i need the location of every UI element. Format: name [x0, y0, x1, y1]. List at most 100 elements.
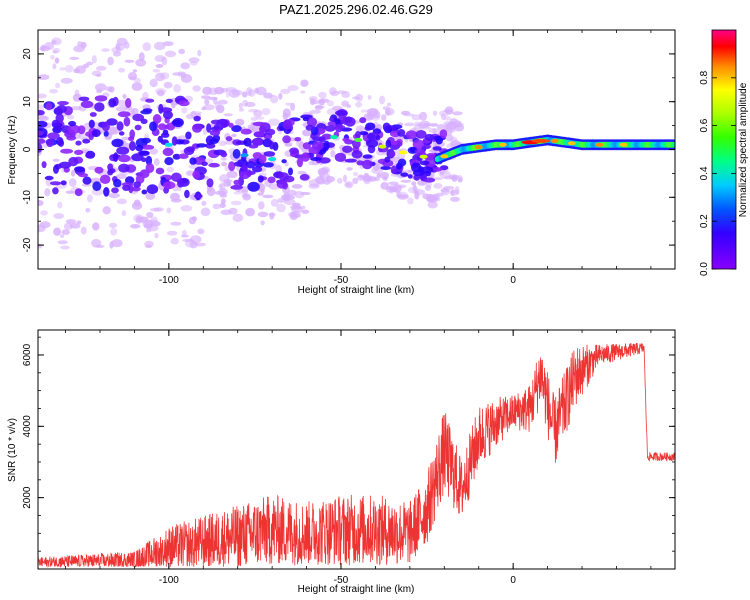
- heatmap-cell: [375, 135, 381, 141]
- heatmap-cell: [80, 100, 94, 109]
- heatmap-cell: [108, 222, 118, 229]
- y-tick-label: -10: [22, 190, 33, 205]
- heatmap-cell: [134, 124, 142, 131]
- heatmap-cell: [215, 101, 220, 111]
- heatmap-cell: [368, 108, 378, 114]
- heatmap-cell: [306, 117, 318, 127]
- heatmap-cell: [115, 173, 127, 179]
- heatmap-cell: [38, 93, 47, 99]
- heatmap-cell: [240, 153, 249, 158]
- heatmap-cell: [474, 145, 483, 150]
- heatmap-cell: [60, 245, 70, 250]
- heatmap-cell: [371, 114, 381, 121]
- spectrogram-ylabel: Frequency (Hz): [7, 116, 18, 185]
- heatmap-cell: [107, 163, 114, 172]
- heatmap-cell: [427, 194, 438, 203]
- heatmap-cell: [180, 62, 190, 70]
- heatmap-cell: [246, 169, 252, 177]
- heatmap-cell: [123, 116, 131, 127]
- heatmap-cell: [162, 41, 174, 47]
- heatmap-cell: [180, 205, 193, 212]
- heatmap-cell: [68, 120, 77, 127]
- heatmap-cell: [442, 186, 455, 190]
- heatmap-cell: [281, 194, 291, 201]
- heatmap-cell: [153, 207, 164, 212]
- heatmap-cell: [436, 124, 445, 130]
- heatmap-cell: [433, 183, 443, 189]
- heatmap-cell: [225, 90, 230, 98]
- heatmap-cell: [323, 179, 331, 185]
- heatmap-cell: [68, 156, 79, 167]
- colorbar-gradient: [711, 29, 737, 270]
- heatmap-cell: [129, 129, 135, 139]
- heatmap-cell: [166, 207, 172, 214]
- heatmap-cell: [244, 102, 256, 107]
- heatmap-cell: [59, 234, 65, 238]
- heatmap-cell: [432, 128, 437, 136]
- heatmap-cell: [160, 72, 170, 80]
- snr-panel: -100 -50 0 2000 4000 6000 Height of straight …: [7, 329, 676, 595]
- heatmap-cell: [38, 110, 45, 116]
- heatmap-cell: [152, 114, 162, 124]
- heatmap-cell: [238, 108, 245, 112]
- heatmap-cell: [52, 50, 58, 54]
- heatmap-cell: [152, 68, 161, 73]
- heatmap-cell: [240, 128, 252, 135]
- heatmap-cell: [280, 88, 291, 95]
- heatmap-cell: [65, 219, 77, 224]
- heatmap-cell: [115, 106, 128, 112]
- heatmap-cell: [49, 89, 58, 94]
- heatmap-cell: [297, 157, 303, 168]
- heatmap-cell: [127, 72, 138, 81]
- heatmap-cell: [47, 132, 60, 140]
- heatmap-cell: [192, 85, 201, 92]
- colorbar-tick-label: 0.2: [699, 214, 710, 228]
- heatmap-cell: [171, 102, 176, 109]
- heatmap-cell: [399, 150, 407, 155]
- heatmap-cell: [264, 128, 276, 136]
- heatmap-cell: [360, 109, 369, 113]
- heatmap-cell: [91, 129, 101, 138]
- heatmap-cell: [172, 153, 181, 160]
- heatmap-cell: [324, 125, 336, 132]
- heatmap-cell: [359, 131, 369, 136]
- heatmap-cell: [39, 221, 51, 229]
- heatmap-cell: [449, 118, 458, 124]
- y-tick-label: 6000: [22, 343, 33, 366]
- heatmap-cell: [379, 95, 386, 105]
- heatmap-cell: [247, 181, 260, 192]
- heatmap-cell: [300, 79, 309, 87]
- heatmap-cell: [145, 98, 155, 103]
- heatmap-cell: [117, 154, 131, 163]
- heatmap-cell: [80, 226, 87, 235]
- heatmap-cell: [278, 93, 283, 100]
- heatmap-cell: [178, 48, 186, 55]
- heatmap-cell: [153, 158, 160, 166]
- heatmap-cell: [49, 181, 62, 186]
- heatmap-cell: [82, 176, 92, 185]
- heatmap-cell: [38, 120, 48, 128]
- heatmap-cell: [278, 172, 289, 181]
- heatmap-cell: [204, 98, 210, 105]
- heatmap-cell: [389, 151, 396, 158]
- heatmap-cell: [78, 173, 89, 178]
- heatmap-cell: [363, 175, 372, 185]
- heatmap-cell: [310, 157, 322, 161]
- heatmap-cell: [392, 125, 398, 131]
- heatmap-cell: [82, 138, 91, 144]
- heatmap-cell: [197, 228, 205, 235]
- heatmap-cell: [85, 208, 91, 213]
- heatmap-cell: [421, 144, 431, 150]
- heatmap-cell: [357, 174, 365, 181]
- heatmap-cell: [91, 238, 102, 248]
- heatmap-cell: [282, 119, 292, 130]
- heatmap-cell: [531, 138, 550, 143]
- heatmap-cell: [443, 109, 453, 113]
- y-tick-label: 10: [22, 96, 33, 108]
- heatmap-cell: [102, 206, 111, 215]
- heatmap-cell: [220, 157, 227, 161]
- heatmap-cell: [221, 161, 228, 167]
- heatmap-cell: [158, 123, 167, 131]
- heatmap-cell: [314, 104, 323, 111]
- heatmap-cell: [285, 102, 292, 106]
